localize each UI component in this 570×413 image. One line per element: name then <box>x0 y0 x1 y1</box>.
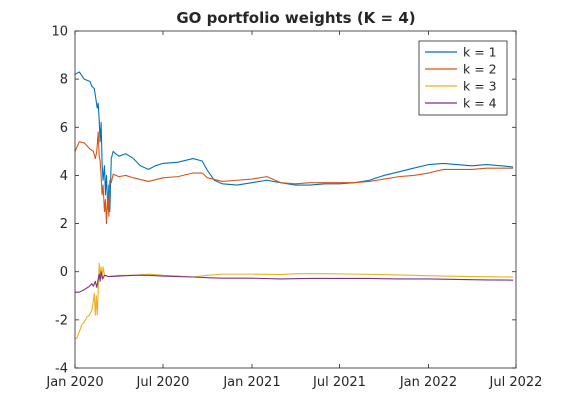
series-line-k1 <box>74 71 514 213</box>
x-tick-label: Jul 2020 <box>136 375 190 390</box>
y-tick-label: 10 <box>51 25 68 40</box>
legend-label-k3: k = 3 <box>463 79 497 94</box>
series-line-k4 <box>75 271 514 293</box>
legend-label-k1: k = 1 <box>463 45 497 60</box>
y-tick-label: 2 <box>60 217 68 232</box>
axes-box <box>74 30 517 369</box>
y-tick-label: 8 <box>60 73 68 88</box>
y-tick-label: -2 <box>55 313 68 328</box>
series-layer <box>74 71 514 340</box>
y-tick-label: 0 <box>60 265 68 280</box>
x-tick-label: Jan 2020 <box>45 375 103 390</box>
y-tick-label: 6 <box>60 121 68 136</box>
x-tick-label: Jan 2021 <box>222 375 280 390</box>
x-tick-label: Jul 2022 <box>489 375 543 390</box>
legend: k = 1 k = 2 k = 3 k = 4 <box>418 40 508 116</box>
legend-label-k4: k = 4 <box>463 96 497 111</box>
chart-title: GO portfolio weights (K = 4) <box>176 9 415 27</box>
y-tick-label: -4 <box>55 362 68 377</box>
legend-label-k2: k = 2 <box>463 62 497 77</box>
axes: -4 -2 0 2 4 6 8 10 Jan 2020 Jul 2020 Jan 2021 Jul 2… <box>45 25 542 391</box>
x-tick-label: Jan 2022 <box>399 375 457 390</box>
y-tick-label: 4 <box>60 169 68 184</box>
x-tick-label: Jul 2021 <box>312 375 366 390</box>
series-line-k2 <box>74 131 514 225</box>
